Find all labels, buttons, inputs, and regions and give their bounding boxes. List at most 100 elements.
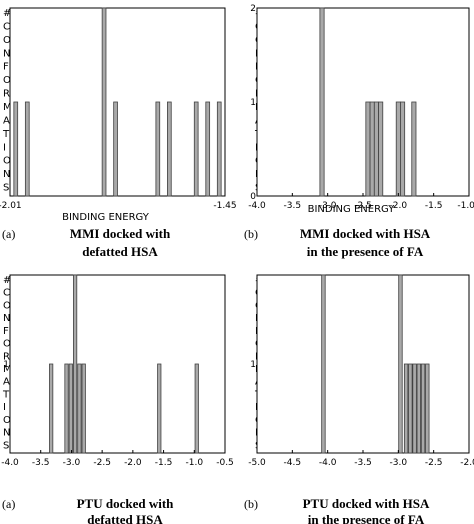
bar — [369, 101, 375, 197]
panel-caption: PTU docked with — [77, 496, 175, 511]
bar — [403, 363, 409, 454]
panel-caption: PTU docked with HSA — [303, 496, 430, 511]
x-tick-label: -3.0 — [319, 201, 337, 211]
x-tick-label: -4.0 — [1, 458, 19, 468]
ylabel-letter: S — [3, 440, 9, 451]
ylabel-letter: T — [2, 389, 10, 400]
ylabel-letter: O — [3, 300, 11, 311]
ylabel-letter: N — [3, 428, 10, 439]
x-tick-label: -1.5 — [425, 201, 443, 211]
x-tick-label: -4.5 — [284, 458, 302, 468]
panel-letter: (b) — [244, 497, 258, 511]
bar — [408, 363, 413, 454]
bar — [77, 363, 82, 454]
x-axis-label: BINDING ENERGY — [62, 212, 150, 223]
bar — [194, 363, 199, 454]
panel-caption: MMI docked with — [70, 226, 171, 241]
panel-caption: in the presence of FA — [308, 512, 425, 524]
ylabel-letter: R — [3, 89, 10, 100]
ylabel-letter: R — [3, 351, 10, 362]
x-tick-label: -3.0 — [63, 458, 81, 468]
panel-caption: in the presence of FA — [307, 244, 424, 259]
ylabel-letter: F — [3, 326, 9, 337]
x-tick-label: -1.45 — [213, 201, 236, 211]
panel-letter: (a) — [2, 227, 15, 241]
panel-caption: MMI docked with HSA — [300, 226, 431, 241]
panel-caption: defatted HSA — [82, 244, 158, 259]
x-tick-label: -2.5 — [425, 458, 443, 468]
bar — [373, 101, 379, 197]
ylabel-letter: A — [3, 115, 10, 126]
bar — [81, 363, 86, 454]
bar — [378, 101, 384, 197]
ylabel-letter: O — [3, 415, 11, 426]
x-tick-label: -1.5 — [155, 458, 173, 468]
bar — [395, 101, 401, 197]
ylabel-letter: M — [3, 364, 12, 375]
ylabel-letter: # — [3, 275, 11, 286]
ylabel-letter: O — [3, 35, 11, 46]
ylabel-letter: C — [3, 288, 10, 299]
plot-frame — [256, 7, 470, 197]
bar — [73, 274, 78, 454]
bar — [398, 274, 403, 454]
x-axis-label: BINDING ENERGY — [308, 204, 396, 215]
x-tick-label: -4.0 — [319, 458, 337, 468]
bar — [205, 101, 211, 197]
ylabel-letter: I — [3, 142, 6, 153]
bar — [365, 101, 371, 197]
panel-letter: (a) — [2, 497, 15, 511]
x-tick-label: -1.00 — [457, 201, 474, 211]
chart-panel-2: -4.0 -3.5 -3.0 -2.5 -2.0 -1.5 -1.00 0 1 2 BINDING … — [244, 4, 474, 259]
x-tick-label: -1.0 — [186, 458, 204, 468]
y-tick-label: 1 — [250, 98, 256, 108]
bar — [64, 363, 69, 454]
ylabel-letter: # — [3, 8, 11, 19]
bar — [319, 7, 325, 197]
x-tick-label: -0.5 — [216, 458, 234, 468]
y-tick-label: 1 — [3, 360, 9, 370]
bar — [49, 363, 54, 454]
y-tick-label: 2 — [250, 4, 256, 14]
bar — [101, 7, 107, 197]
ylabel-letter: O — [3, 75, 11, 86]
ylabel-letter: N — [3, 313, 10, 324]
x-tick-label: -2.0 — [390, 201, 408, 211]
bar — [425, 363, 430, 454]
bar — [416, 363, 421, 454]
bar — [193, 101, 199, 197]
ylabel-letter: I — [255, 142, 258, 153]
x-tick-label: -2.01 — [0, 201, 22, 211]
bar — [400, 101, 406, 197]
bar — [113, 101, 118, 197]
bar — [412, 363, 417, 454]
x-tick-label: -2.5 — [93, 458, 111, 468]
chart-panel-4: -5.0 -4.5 -4.0 -3.5 -3.0 -2.5 -2.0 1 (b) PTU dock… — [244, 274, 474, 524]
bar — [420, 363, 426, 454]
bar — [167, 101, 172, 197]
bar — [24, 101, 30, 197]
bar — [321, 274, 326, 454]
ylabel-letter: I — [255, 402, 258, 413]
panel-caption: defatted HSA — [87, 512, 163, 524]
bar — [157, 363, 162, 454]
x-tick-label: -3.5 — [32, 458, 50, 468]
y-tick-label: 1 — [250, 360, 256, 370]
panel-letter: (b) — [244, 227, 258, 241]
bar — [155, 101, 161, 197]
ylabel-letter: O — [3, 156, 11, 167]
ylabel-letter: S — [3, 183, 9, 194]
ylabel-letter: C — [3, 21, 10, 32]
x-tick-label: -2.0 — [460, 458, 474, 468]
plot-frame — [9, 274, 226, 454]
x-tick-label: -3.0 — [390, 458, 408, 468]
x-tick-label: -3.5 — [354, 458, 372, 468]
chart-panel-1: -2.01 -1.45 BINDING ENERGY (a) MMI docked wi… — [0, 7, 237, 259]
ylabel-letter: O — [3, 339, 11, 350]
x-tick-label: -3.5 — [284, 201, 302, 211]
ylabel-letter: T — [2, 129, 10, 140]
bar — [68, 363, 73, 454]
